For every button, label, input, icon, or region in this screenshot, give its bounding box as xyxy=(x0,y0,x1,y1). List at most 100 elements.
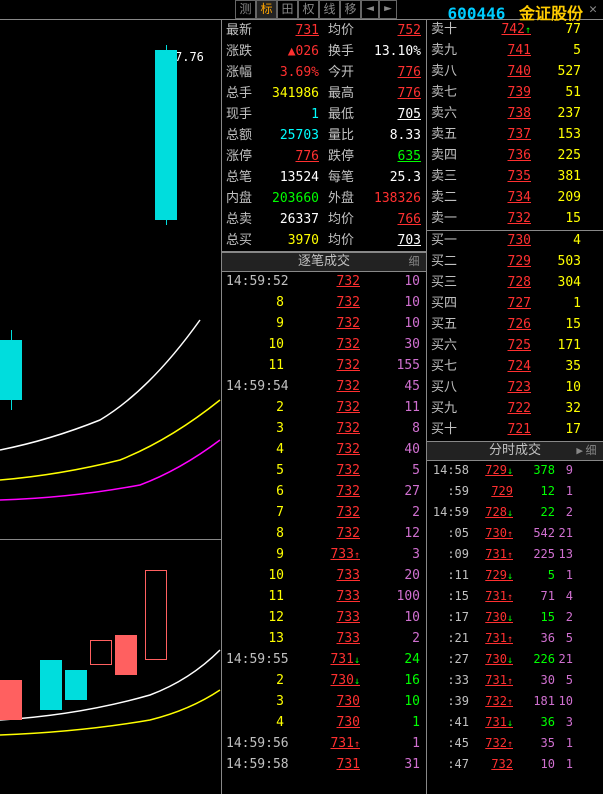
bid-row: 买一7304 xyxy=(427,231,603,252)
ask-row: 卖八740527 xyxy=(427,62,603,83)
tick-row: 273211 xyxy=(222,398,426,419)
info-label: 总卖 xyxy=(222,209,268,230)
tick-row: 14:59:5873131 xyxy=(222,755,426,776)
info-value: 8.33 xyxy=(370,125,426,146)
tick-row: 1073230 xyxy=(222,335,426,356)
tab-测[interactable]: 测 xyxy=(235,0,256,19)
info-value: 752 xyxy=(370,20,426,41)
bid-row: 买五72615 xyxy=(427,315,603,336)
next-arrow[interactable]: ► xyxy=(379,0,397,19)
info-label: 换手 xyxy=(324,41,370,62)
bid-row: 买十72117 xyxy=(427,420,603,441)
info-label: 量比 xyxy=(324,125,370,146)
bid-row: 买二729503 xyxy=(427,252,603,273)
info-value: 1 xyxy=(268,104,324,125)
info-value: 13524 xyxy=(268,167,324,188)
bid-row: 买七72435 xyxy=(427,357,603,378)
tick-row: 873210 xyxy=(222,293,426,314)
bid-row: 买三728304 xyxy=(427,273,603,294)
bid-row: 买六725171 xyxy=(427,336,603,357)
info-value: 776 xyxy=(370,83,426,104)
ask-row: 卖五737153 xyxy=(427,125,603,146)
info-value: 341986 xyxy=(268,83,324,104)
time-row: :15731714 xyxy=(427,587,603,608)
info-grid: 最新731均价752涨跌▲026换手13.10%涨幅3.69%今开776总手34… xyxy=(222,20,426,252)
time-row: :21731365 xyxy=(427,629,603,650)
ask-row: 卖七73951 xyxy=(427,83,603,104)
info-value: 3.69% xyxy=(268,62,324,83)
tick-row: 11733100 xyxy=(222,587,426,608)
info-label: 跌停 xyxy=(324,146,370,167)
ask-row: 卖三735381 xyxy=(427,167,603,188)
close-icon[interactable]: ✕ xyxy=(585,2,601,18)
info-value: 703 xyxy=(370,230,426,251)
tick-row: 37328 xyxy=(222,419,426,440)
tick-row: 77322 xyxy=(222,503,426,524)
time-row: :17730152 xyxy=(427,608,603,629)
info-label: 现手 xyxy=(222,104,268,125)
tick-header: 逐笔成交 细 xyxy=(222,252,426,272)
ask-row: 卖二734209 xyxy=(427,188,603,209)
info-label: 均价 xyxy=(324,209,370,230)
time-row: 14:587293789 xyxy=(427,461,603,482)
info-value: 731 xyxy=(268,20,324,41)
info-label: 今开 xyxy=(324,62,370,83)
time-row: :3973218110 xyxy=(427,692,603,713)
tick-detail-button[interactable]: 细 xyxy=(404,253,424,271)
info-value: 138326 xyxy=(370,188,426,209)
info-value: 3970 xyxy=(268,230,324,251)
info-label: 涨幅 xyxy=(222,62,268,83)
time-row: :0973122513 xyxy=(427,545,603,566)
info-label: 总买 xyxy=(222,230,268,251)
ask-row: 卖十74277 xyxy=(427,20,603,41)
ask-row: 卖六738237 xyxy=(427,104,603,125)
tick-row: 873212 xyxy=(222,524,426,545)
time-row: :0573054221 xyxy=(427,524,603,545)
tab-田[interactable]: 田 xyxy=(277,0,298,19)
ask-row: 卖一73215 xyxy=(427,209,603,230)
tick-row: 14:59:5273210 xyxy=(222,272,426,293)
tick-row: 473240 xyxy=(222,440,426,461)
tick-row: 1273310 xyxy=(222,608,426,629)
time-row: :59729121 xyxy=(427,482,603,503)
tick-row: 57325 xyxy=(222,461,426,482)
info-label: 最高 xyxy=(324,83,370,104)
tick-row: 373010 xyxy=(222,692,426,713)
bid-list: 买一7304买二729503买三728304买四7271买五72615买六725… xyxy=(427,231,603,441)
ask-row: 卖四736225 xyxy=(427,146,603,167)
time-row: :1172951 xyxy=(427,566,603,587)
info-label: 涨跌 xyxy=(222,41,268,62)
tick-row: 973210 xyxy=(222,314,426,335)
info-label: 内盘 xyxy=(222,188,268,209)
tick-row: 1073320 xyxy=(222,566,426,587)
info-label: 最新 xyxy=(222,20,268,41)
chart-area[interactable]: 7.76 xyxy=(0,20,222,794)
info-value: 25703 xyxy=(268,125,324,146)
time-row: :41731363 xyxy=(427,713,603,734)
tab-标[interactable]: 标 xyxy=(256,0,277,19)
info-value: 776 xyxy=(370,62,426,83)
info-label: 每笔 xyxy=(324,167,370,188)
tab-权[interactable]: 权 xyxy=(298,0,319,19)
info-label: 均价 xyxy=(324,230,370,251)
tick-row: 47301 xyxy=(222,713,426,734)
info-label: 均价 xyxy=(324,20,370,41)
info-value: 776 xyxy=(268,146,324,167)
tick-row: 97333 xyxy=(222,545,426,566)
time-header: 分时成交 ▶ 细 xyxy=(427,441,603,461)
info-label: 总额 xyxy=(222,125,268,146)
info-label: 总手 xyxy=(222,83,268,104)
prev-arrow[interactable]: ◄ xyxy=(361,0,379,19)
tab-线[interactable]: 线 xyxy=(319,0,340,19)
tick-row: 14:59:5573124 xyxy=(222,650,426,671)
info-label: 外盘 xyxy=(324,188,370,209)
tab-移[interactable]: 移 xyxy=(340,0,361,19)
bid-row: 买八72310 xyxy=(427,378,603,399)
info-value: 25.3 xyxy=(370,167,426,188)
time-row: 14:59728222 xyxy=(427,503,603,524)
time-detail-button[interactable]: 细 xyxy=(581,442,601,460)
tab-buttons: 测标田权线移 xyxy=(235,0,361,19)
ask-row: 卖九7415 xyxy=(427,41,603,62)
tick-row: 11732155 xyxy=(222,356,426,377)
time-row: :45732351 xyxy=(427,734,603,755)
